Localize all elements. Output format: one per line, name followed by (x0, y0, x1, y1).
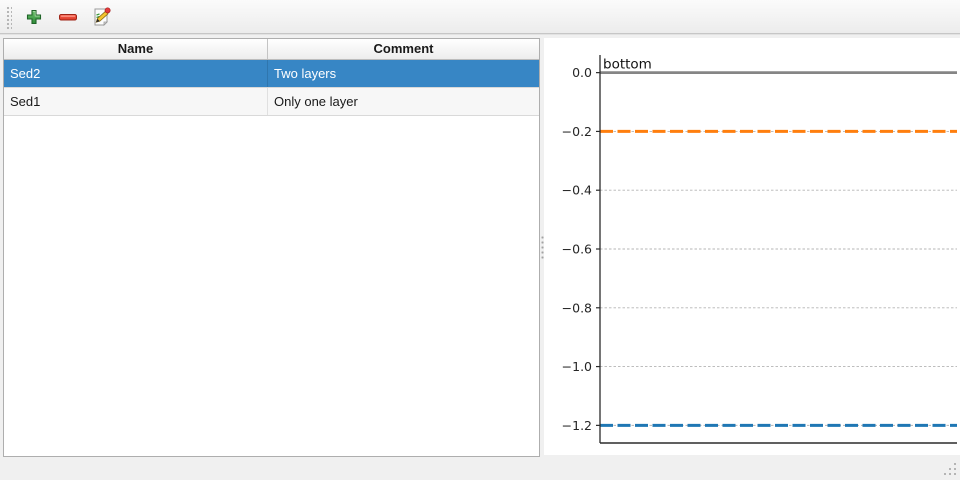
resize-grip[interactable] (942, 461, 957, 476)
layer-depth-chart: 0.0 −0.2 −0.4 −0.6 −0.8 −1.0 −1.2 bottom (562, 55, 957, 444)
y-tick-label: −0.6 (562, 242, 592, 257)
y-tick-label: −0.4 (562, 183, 592, 198)
table-row-sed2[interactable]: Sed2 Two layers (4, 60, 539, 88)
splitter-handle[interactable] (539, 38, 545, 457)
annotation-bottom: bottom (603, 57, 652, 73)
cell-comment: Two layers (274, 66, 337, 81)
table-header: Name Comment (4, 39, 539, 60)
column-header-comment[interactable]: Comment (373, 41, 434, 56)
cell-comment: Only one layer (274, 94, 358, 109)
materials-table: Name Comment Sed2 Two layers Sed1 Only o… (3, 38, 540, 457)
y-tick-label: −1.2 (562, 418, 592, 433)
splitter-dots (540, 234, 544, 261)
edit-icon (94, 7, 111, 26)
cell-name: Sed1 (4, 88, 268, 115)
cell-name: Sed2 (4, 60, 268, 87)
y-tick-label: 0.0 (572, 65, 592, 80)
toolbar-drag-handle[interactable] (5, 4, 12, 29)
column-header-name[interactable]: Name (4, 39, 268, 59)
add-button[interactable] (20, 3, 47, 30)
remove-button[interactable] (54, 3, 81, 30)
minus-icon (58, 13, 77, 20)
y-tick-label: −1.0 (562, 359, 592, 374)
chart-panel: 0.0 −0.2 −0.4 −0.6 −0.8 −1.0 −1.2 bottom (544, 38, 960, 455)
plus-icon (26, 9, 41, 24)
y-tick-label: −0.8 (562, 300, 592, 315)
edit-button[interactable] (88, 3, 115, 30)
status-bar (0, 457, 960, 480)
toolbar (0, 0, 960, 34)
y-tick-label: −0.2 (562, 124, 592, 139)
table-row-sed1[interactable]: Sed1 Only one layer (4, 88, 539, 116)
